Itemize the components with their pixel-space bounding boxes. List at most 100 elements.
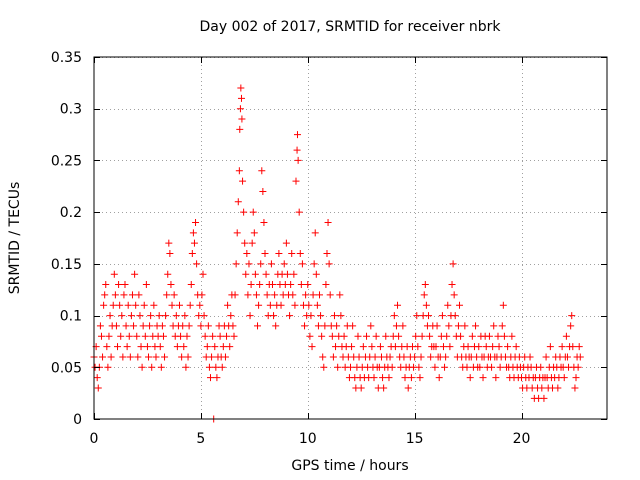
data-point	[347, 363, 354, 371]
data-point	[568, 312, 576, 320]
data-point	[336, 291, 344, 299]
data-point	[181, 312, 189, 320]
data-point	[209, 332, 217, 340]
data-point	[186, 301, 194, 309]
data-point	[256, 281, 264, 289]
data-point	[148, 363, 156, 371]
data-point	[482, 343, 490, 351]
data-point	[283, 270, 291, 278]
data-point	[159, 332, 167, 340]
data-point	[464, 343, 472, 351]
data-point	[93, 374, 101, 382]
data-point	[168, 301, 176, 309]
data-point	[448, 281, 456, 289]
data-point	[540, 394, 548, 402]
data-point	[485, 332, 493, 340]
data-point	[252, 291, 260, 299]
data-point	[313, 301, 321, 309]
data-point	[329, 353, 337, 361]
data-point	[96, 322, 104, 330]
data-point	[394, 301, 402, 309]
data-point	[379, 374, 387, 382]
data-point	[412, 332, 420, 340]
data-point	[463, 363, 471, 371]
data-point	[178, 353, 186, 361]
data-point	[368, 343, 376, 351]
data-point	[164, 270, 172, 278]
data-point	[304, 281, 312, 289]
data-point	[433, 322, 441, 330]
data-point	[121, 281, 129, 289]
data-point	[146, 322, 154, 330]
data-point	[247, 281, 255, 289]
data-point	[203, 343, 211, 351]
data-point	[340, 332, 348, 340]
plot-frame	[93, 56, 608, 420]
data-point	[388, 363, 396, 371]
data-point	[111, 291, 119, 299]
data-point	[399, 322, 407, 330]
data-point	[385, 374, 393, 382]
data-point	[219, 343, 227, 351]
data-point	[260, 218, 268, 226]
data-point	[444, 301, 452, 309]
data-point	[392, 322, 400, 330]
data-point	[420, 291, 428, 299]
data-point	[200, 312, 208, 320]
data-point	[359, 343, 367, 351]
data-point	[461, 322, 469, 330]
data-point	[290, 270, 298, 278]
data-point	[526, 353, 534, 361]
data-point	[133, 332, 141, 340]
data-point	[435, 374, 443, 382]
data-point	[282, 239, 290, 247]
data-point	[317, 312, 325, 320]
data-point	[107, 353, 115, 361]
y-tick-label: 0.15	[51, 257, 82, 273]
data-point	[457, 332, 465, 340]
data-point	[212, 363, 220, 371]
data-point	[114, 343, 122, 351]
data-point	[400, 353, 408, 361]
data-point	[262, 270, 270, 278]
data-point	[124, 301, 132, 309]
data-point	[237, 84, 245, 92]
data-point	[537, 363, 545, 371]
data-point	[380, 384, 388, 392]
data-point	[205, 363, 213, 371]
data-point	[135, 291, 143, 299]
data-point	[372, 332, 380, 340]
data-point	[213, 374, 221, 382]
data-point	[417, 353, 425, 361]
data-point	[292, 177, 300, 185]
data-point	[571, 384, 579, 392]
data-point	[326, 291, 334, 299]
data-point	[576, 353, 584, 361]
data-point	[136, 312, 144, 320]
data-point	[236, 105, 244, 113]
data-point	[494, 332, 502, 340]
data-point	[158, 322, 166, 330]
data-point	[354, 332, 362, 340]
y-axis-label: SRMTID / TECUs	[7, 182, 23, 295]
data-point	[476, 363, 484, 371]
data-point	[574, 363, 582, 371]
data-point	[229, 322, 237, 330]
data-point	[316, 291, 324, 299]
data-point	[431, 363, 439, 371]
data-point	[575, 343, 583, 351]
data-point	[182, 363, 190, 371]
data-point	[266, 301, 274, 309]
data-point	[223, 332, 231, 340]
data-point	[170, 291, 178, 299]
data-point	[198, 291, 206, 299]
x-tick-label: 5	[196, 431, 205, 447]
data-point	[240, 208, 248, 216]
data-point	[298, 260, 306, 268]
data-point	[307, 312, 315, 320]
data-point	[236, 125, 244, 133]
data-point	[165, 239, 173, 247]
x-tick-label: 20	[513, 431, 531, 447]
data-point	[572, 374, 580, 382]
